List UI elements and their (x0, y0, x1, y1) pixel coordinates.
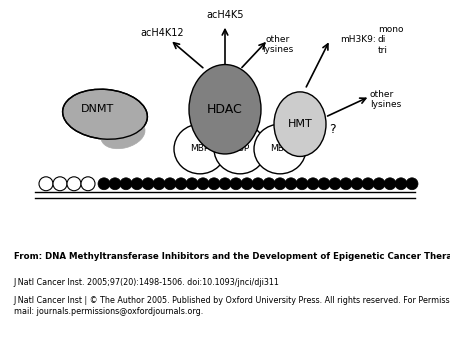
Circle shape (252, 178, 264, 190)
Circle shape (164, 178, 176, 190)
Text: other
lysines: other lysines (370, 90, 401, 109)
Circle shape (208, 178, 220, 190)
Text: MBP: MBP (270, 145, 290, 153)
Text: From: DNA Methyltransferase Inhibitors and the Development of Epigenetic Cancer : From: DNA Methyltransferase Inhibitors a… (14, 252, 450, 262)
Circle shape (39, 177, 53, 191)
Circle shape (274, 178, 286, 190)
Circle shape (296, 178, 308, 190)
Circle shape (318, 178, 330, 190)
Circle shape (219, 178, 231, 190)
Circle shape (120, 178, 132, 190)
Circle shape (131, 178, 143, 190)
Ellipse shape (254, 124, 306, 174)
Text: ?: ? (328, 123, 335, 136)
Ellipse shape (101, 119, 145, 149)
Circle shape (362, 178, 374, 190)
Circle shape (285, 178, 297, 190)
Text: acH4K5: acH4K5 (206, 10, 244, 20)
Text: DNMT: DNMT (81, 104, 113, 114)
Circle shape (384, 178, 396, 190)
Circle shape (53, 177, 67, 191)
Ellipse shape (274, 92, 326, 156)
Circle shape (395, 178, 407, 190)
Circle shape (329, 178, 341, 190)
Text: mH3K9:: mH3K9: (340, 35, 376, 44)
Text: other
lysines: other lysines (262, 35, 293, 54)
Circle shape (81, 177, 95, 191)
Circle shape (241, 178, 253, 190)
Circle shape (109, 178, 121, 190)
Text: acH4K12: acH4K12 (140, 28, 184, 38)
Ellipse shape (189, 65, 261, 154)
Circle shape (373, 178, 385, 190)
Circle shape (197, 178, 209, 190)
Ellipse shape (63, 89, 148, 139)
Circle shape (98, 178, 110, 190)
Circle shape (307, 178, 319, 190)
Circle shape (351, 178, 363, 190)
Text: J Natl Cancer Inst | © The Author 2005. Published by Oxford University Press. Al: J Natl Cancer Inst | © The Author 2005. … (14, 296, 450, 316)
Text: mono
di
tri: mono di tri (378, 25, 404, 55)
Circle shape (406, 178, 418, 190)
Circle shape (142, 178, 154, 190)
Circle shape (186, 178, 198, 190)
Text: J Natl Cancer Inst. 2005;97(20):1498-1506. doi:10.1093/jnci/dji311: J Natl Cancer Inst. 2005;97(20):1498-150… (14, 277, 279, 287)
Text: HDAC: HDAC (207, 103, 243, 116)
Circle shape (230, 178, 242, 190)
Text: HMT: HMT (288, 119, 312, 129)
Circle shape (153, 178, 165, 190)
Circle shape (175, 178, 187, 190)
Text: MBP: MBP (190, 145, 210, 153)
Ellipse shape (214, 124, 266, 174)
Ellipse shape (174, 124, 226, 174)
Text: MBP: MBP (230, 145, 250, 153)
Circle shape (67, 177, 81, 191)
Circle shape (340, 178, 352, 190)
Circle shape (263, 178, 275, 190)
